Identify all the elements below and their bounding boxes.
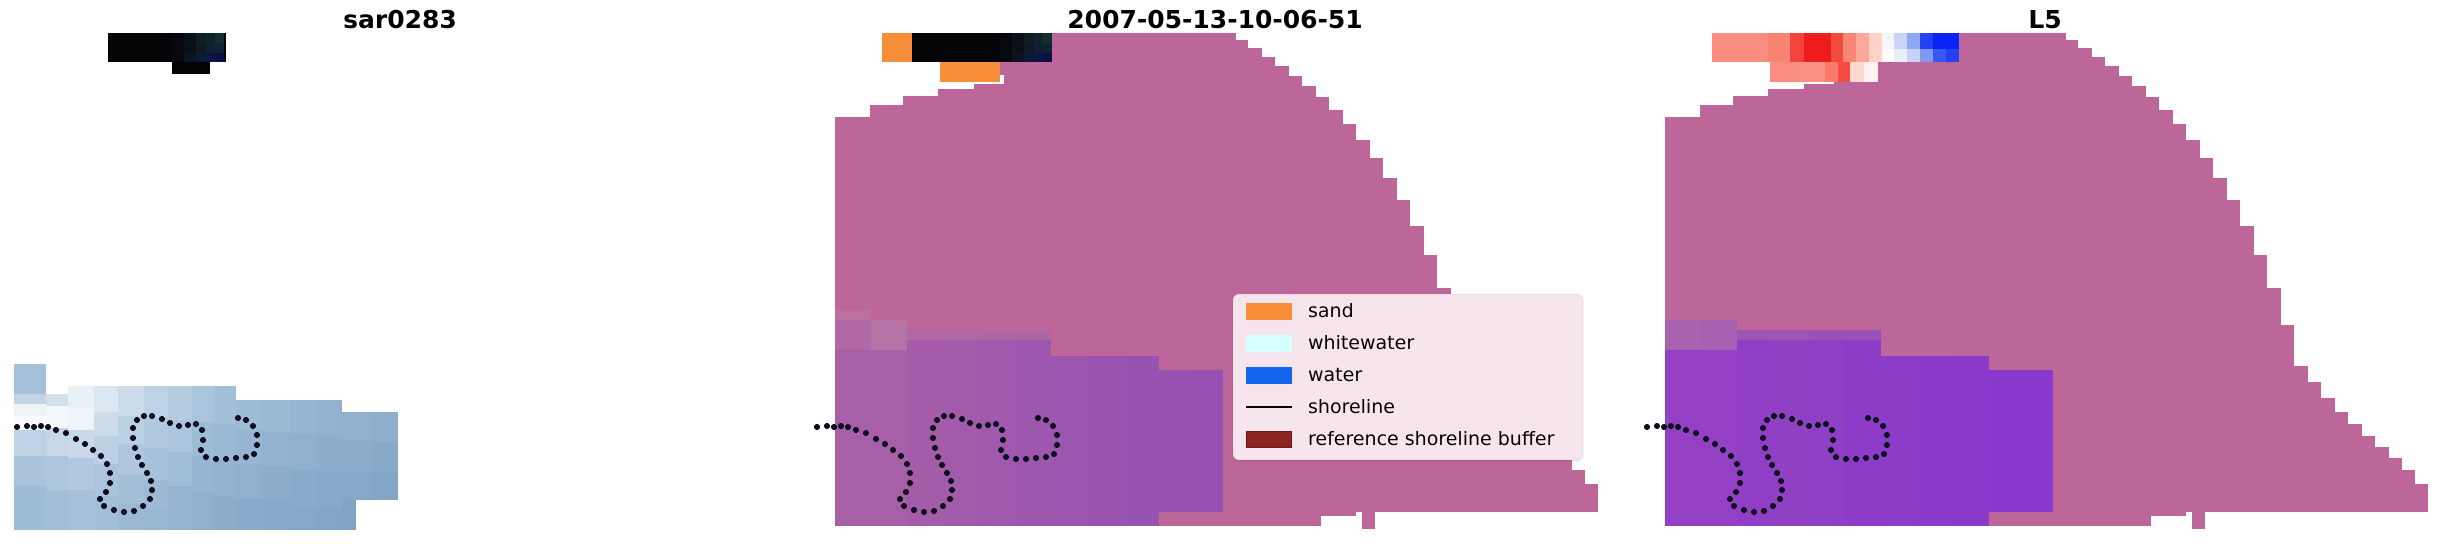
legend-item-shoreline: shoreline	[1234, 391, 1582, 423]
legend-item-reference-shoreline-buffer: reference shoreline buffer	[1234, 423, 1582, 455]
panel-sar0283: sar0283	[0, 0, 800, 544]
sand-swatch-icon	[1246, 302, 1292, 320]
sar-raster-image	[0, 0, 800, 544]
l5-raster-image	[1630, 0, 2460, 544]
legend-item-whitewater: whitewater	[1234, 327, 1582, 359]
legend-label-sand: sand	[1308, 299, 1354, 322]
legend-item-water: water	[1234, 359, 1582, 391]
panel-title-l5: L5	[2028, 5, 2062, 34]
panel-title-sar: sar0283	[343, 5, 457, 34]
legend: sand whitewater water shoreline referenc…	[1233, 294, 1583, 460]
panel-title-classified: 2007-05-13-10-06-51	[1067, 5, 1363, 34]
reference-shoreline-buffer-swatch-icon	[1246, 430, 1292, 448]
whitewater-swatch-icon	[1246, 334, 1292, 352]
legend-label-reference-shoreline-buffer: reference shoreline buffer	[1308, 427, 1555, 450]
shoreline-line-icon	[1246, 399, 1292, 416]
panel-l5: L5	[1630, 0, 2460, 544]
legend-label-whitewater: whitewater	[1308, 331, 1415, 354]
water-swatch-icon	[1246, 366, 1292, 384]
legend-label-water: water	[1308, 363, 1363, 386]
legend-item-sand: sand	[1234, 295, 1582, 327]
panel-classified: 2007-05-13-10-06-51	[800, 0, 1630, 544]
classified-raster-image	[800, 0, 1630, 544]
legend-label-shoreline: shoreline	[1308, 395, 1395, 418]
